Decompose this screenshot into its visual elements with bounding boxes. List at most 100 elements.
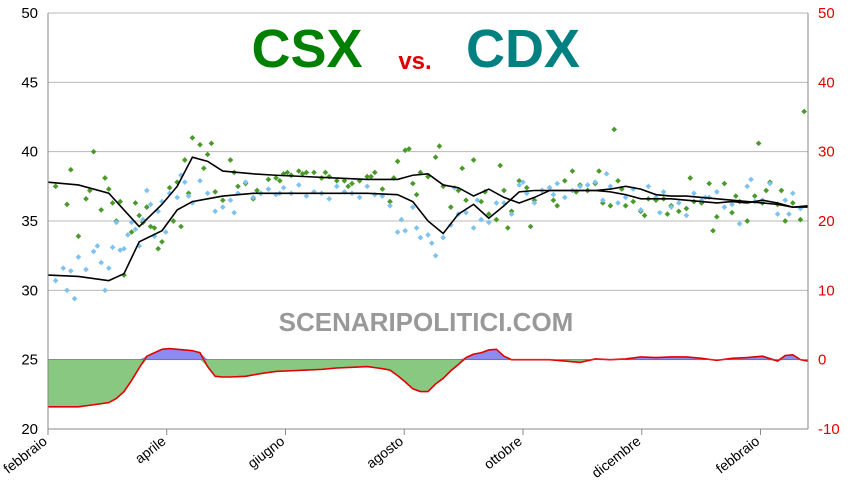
point-csx (136, 212, 143, 219)
x-tick-label: febbraio (713, 433, 763, 477)
point-cdx (683, 212, 690, 219)
point-csx (204, 151, 211, 158)
point-csx (333, 177, 340, 184)
difference-area (48, 347, 809, 408)
point-csx (554, 202, 561, 209)
point-csx (155, 245, 162, 252)
y-right-tick-label: 30 (818, 144, 835, 161)
point-cdx (789, 190, 796, 197)
trend-line-0 (47, 156, 809, 228)
point-cdx (691, 190, 697, 197)
point-cdx (94, 243, 101, 249)
y-right-tick-label: 10 (818, 282, 835, 299)
chart-title-vs: vs. (398, 48, 431, 75)
point-cdx (83, 266, 89, 273)
point-csx (295, 168, 302, 174)
point-cdx (398, 216, 405, 223)
point-cdx (124, 232, 131, 238)
trend-lines (47, 156, 809, 282)
point-cdx (603, 171, 610, 177)
watermark: SCENARIPOLITICI.COM (279, 307, 574, 337)
point-csx (561, 177, 568, 184)
point-csx (763, 187, 770, 194)
point-cdx (333, 183, 340, 190)
point-cdx (713, 189, 720, 195)
x-tick-label: ottobre (481, 433, 525, 473)
point-cdx (520, 179, 526, 186)
point-cdx (371, 191, 378, 198)
point-cdx (364, 183, 371, 190)
point-cdx (656, 209, 663, 216)
point-csx (181, 157, 188, 163)
point-cdx (250, 194, 257, 201)
point-csx (109, 200, 116, 206)
point-csx (436, 143, 443, 149)
point-csx (789, 200, 796, 206)
point-csx (797, 216, 804, 223)
point-csx (364, 173, 371, 180)
point-cdx (554, 180, 561, 187)
point-csx (75, 233, 82, 240)
scatter-points (52, 108, 808, 302)
point-csx (349, 180, 355, 187)
point-cdx (98, 259, 105, 266)
x-tick-label: febbraio (0, 433, 50, 477)
point-cdx (675, 200, 682, 206)
y-left-tick-label: 20 (21, 421, 38, 438)
point-cdx (75, 254, 82, 260)
y-left-tick-label: 50 (21, 5, 38, 22)
point-csx (105, 186, 112, 192)
point-csx (664, 211, 671, 217)
point-cdx (326, 195, 333, 202)
point-csx (254, 187, 260, 194)
point-csx (607, 202, 614, 209)
chart-title-csx: CSX (251, 19, 362, 79)
y-left-tick-label: 30 (21, 282, 38, 299)
point-cdx (592, 179, 599, 186)
point-csx (687, 175, 694, 181)
point-csx (67, 166, 74, 173)
point-cdx (577, 183, 583, 190)
point-csx (801, 108, 808, 115)
point-csx (90, 148, 97, 155)
point-csx (284, 169, 291, 176)
point-csx (341, 177, 348, 184)
y-left-tick-label: 40 (21, 144, 38, 161)
point-cdx (440, 234, 447, 241)
difference-negative-area (48, 359, 808, 407)
point-cdx (599, 197, 606, 204)
point-cdx (204, 190, 211, 197)
point-cdx (174, 194, 181, 201)
y-right-tick-label: 20 (818, 213, 835, 230)
point-csx (409, 180, 416, 187)
x-tick-label: giugno (244, 433, 287, 472)
point-csx (371, 169, 378, 176)
chart-title-cdx: CDX (466, 19, 580, 79)
point-cdx (550, 191, 557, 198)
point-csx (178, 223, 184, 230)
point-cdx (748, 176, 754, 183)
point-csx (611, 126, 618, 133)
point-cdx (128, 219, 135, 226)
point-cdx (485, 219, 492, 226)
point-cdx (508, 211, 515, 217)
y-left-tick-label: 35 (21, 213, 38, 230)
point-csx (569, 168, 576, 174)
point-cdx (242, 179, 249, 186)
point-cdx (478, 216, 485, 223)
point-cdx (231, 209, 238, 216)
point-cdx (493, 200, 500, 206)
point-cdx (181, 179, 188, 186)
point-cdx (516, 182, 523, 188)
point-csx (117, 198, 124, 205)
point-csx (170, 218, 177, 224)
point-cdx (463, 209, 469, 216)
point-cdx (197, 177, 203, 184)
point-csx (208, 140, 215, 147)
point-csx (235, 183, 241, 190)
point-cdx (425, 232, 431, 238)
point-csx (675, 208, 682, 215)
point-csx (713, 214, 720, 220)
point-cdx (303, 193, 310, 199)
